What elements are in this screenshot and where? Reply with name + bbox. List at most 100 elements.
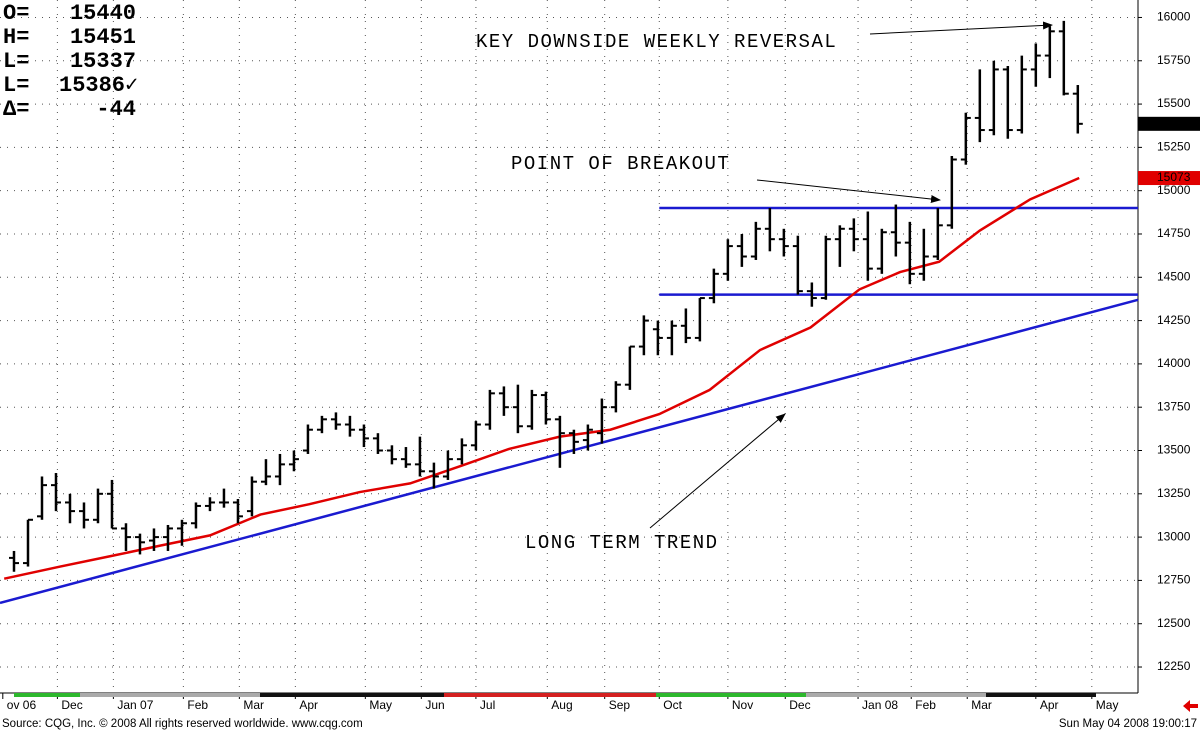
- strip-segment: [656, 693, 806, 697]
- last-price-box: [1138, 116, 1200, 131]
- y-tick-label: 13000: [1157, 529, 1191, 543]
- ohlc-bar: [582, 424, 593, 451]
- ohlc-bar: [414, 436, 425, 477]
- ohlc-bar: [960, 112, 971, 165]
- ohlc-bar: [512, 384, 523, 434]
- ohlc-bar: [134, 533, 145, 555]
- y-tick-label: 12750: [1157, 573, 1191, 587]
- grid: [0, 0, 1142, 699]
- ohlc-bar: [120, 523, 131, 551]
- ohlc-bar: [50, 473, 61, 512]
- x-tick-label: Dec: [789, 698, 810, 712]
- x-tick-label: Jan 08: [862, 698, 898, 712]
- ohlc-bar: [330, 412, 341, 430]
- ohlc-bar: [400, 447, 411, 468]
- strip-segment: [14, 693, 80, 697]
- ohlc-bar: [652, 320, 663, 356]
- readout-label: H=: [3, 25, 29, 50]
- x-tick-label: Sep: [609, 698, 631, 712]
- x-tick-label: Mar: [243, 698, 264, 712]
- x-tick-label: Jul: [480, 698, 495, 712]
- ohlc-bar: [1072, 85, 1083, 134]
- ohlc-bar: [190, 502, 201, 529]
- readout-label: L=: [3, 73, 29, 98]
- x-tick-label: May: [369, 698, 392, 712]
- readout-value: 15440: [70, 1, 136, 26]
- ohlc-bar: [316, 415, 327, 434]
- y-tick-label: 13500: [1157, 443, 1191, 457]
- ohlc-bar: [302, 424, 313, 454]
- ohlc-bar: [540, 391, 551, 425]
- x-tick-label: Nov: [732, 698, 753, 712]
- ohlc-bar: [932, 208, 943, 260]
- ohlc-bar: [36, 476, 47, 520]
- ohlc-bar: [218, 488, 229, 508]
- x-tick-label: May: [1096, 698, 1119, 712]
- y-tick-label: 15500: [1157, 96, 1191, 110]
- ohlc-bar: [246, 476, 257, 517]
- moving-average-value-label: 15073: [1157, 170, 1191, 184]
- ohlc-bar: [904, 221, 915, 285]
- annotation: LONG TERM TREND: [525, 532, 719, 554]
- ohlc-readout: O= 15440 H= 15451 L= 15337 L= 15386✓ Δ= -44: [3, 1, 138, 122]
- ohlc-bar: [1016, 55, 1027, 134]
- ohlc-bar: [1030, 43, 1041, 87]
- ohlc-bar: [1044, 26, 1055, 79]
- ohlc-bar: [694, 297, 705, 342]
- ohlc-bar: [680, 308, 691, 344]
- ohlc-bar: [568, 429, 579, 454]
- x-tick-label: Apr: [299, 698, 318, 712]
- readout-label: Δ=: [3, 97, 29, 122]
- y-tick-label: 16000: [1157, 10, 1191, 24]
- x-tick-label: Oct: [663, 698, 682, 712]
- ohlc-bar: [176, 519, 187, 546]
- strip-segment: [80, 693, 260, 697]
- ohlc-bar: [470, 421, 481, 451]
- ohlc-bar: [988, 60, 999, 136]
- ohlc-bar: [722, 239, 733, 281]
- ohlc-bar: [666, 320, 677, 356]
- ohlc-bar: [918, 228, 929, 281]
- ohlc-bar: [484, 389, 495, 430]
- scroll-arrow[interactable]: [1183, 700, 1198, 712]
- ohlc-bar: [106, 479, 117, 530]
- ohlc-bar: [946, 156, 957, 229]
- ohlc-bar: [78, 502, 89, 529]
- y-tick-label: 15000: [1157, 183, 1191, 197]
- ohlc-bar: [624, 345, 635, 390]
- plot: [0, 20, 1139, 605]
- ohlc-bar: [92, 488, 103, 524]
- ohlc-bar: [148, 528, 159, 551]
- y-tick-label: 12500: [1157, 616, 1191, 630]
- ohlc-bar: [596, 398, 607, 444]
- readout-value: 15386✓: [59, 73, 138, 98]
- last-price-label: 15386: [1157, 116, 1191, 130]
- x-tick-label: Feb: [915, 698, 936, 712]
- ohlc-bar: [764, 208, 775, 252]
- ohlc-bar: [232, 499, 243, 524]
- ohlc-bar: [834, 225, 845, 267]
- strip-segment: [986, 693, 1096, 697]
- readout-value: 15451: [70, 25, 136, 50]
- x-tick-label: Jun: [425, 698, 444, 712]
- ohlc-bar: [456, 438, 467, 465]
- readout-label: O=: [3, 1, 29, 26]
- x-tick-label: Dec: [61, 698, 82, 712]
- ohlc-bar: [974, 69, 985, 143]
- trend-line: [0, 298, 1139, 605]
- strip-segment: [260, 693, 444, 697]
- x-tick-label: Apr: [1040, 698, 1059, 712]
- x-tick-label: Mar: [971, 698, 992, 712]
- ohlc-bar: [260, 459, 271, 486]
- annotation-arrow: [649, 413, 786, 529]
- ohlc-bar: [750, 221, 761, 260]
- ohlc-bar: [862, 211, 873, 281]
- ohlc-bar: [428, 462, 439, 489]
- ohlc-bar: [1002, 65, 1013, 139]
- source: Source: CQG, Inc. © 2008 All rights rese…: [2, 718, 363, 730]
- ohlc-bar: [442, 450, 453, 480]
- ohlc-bar: [498, 386, 509, 416]
- ohlc-bar: [344, 415, 355, 437]
- x-tick-label: ov 06: [7, 698, 37, 712]
